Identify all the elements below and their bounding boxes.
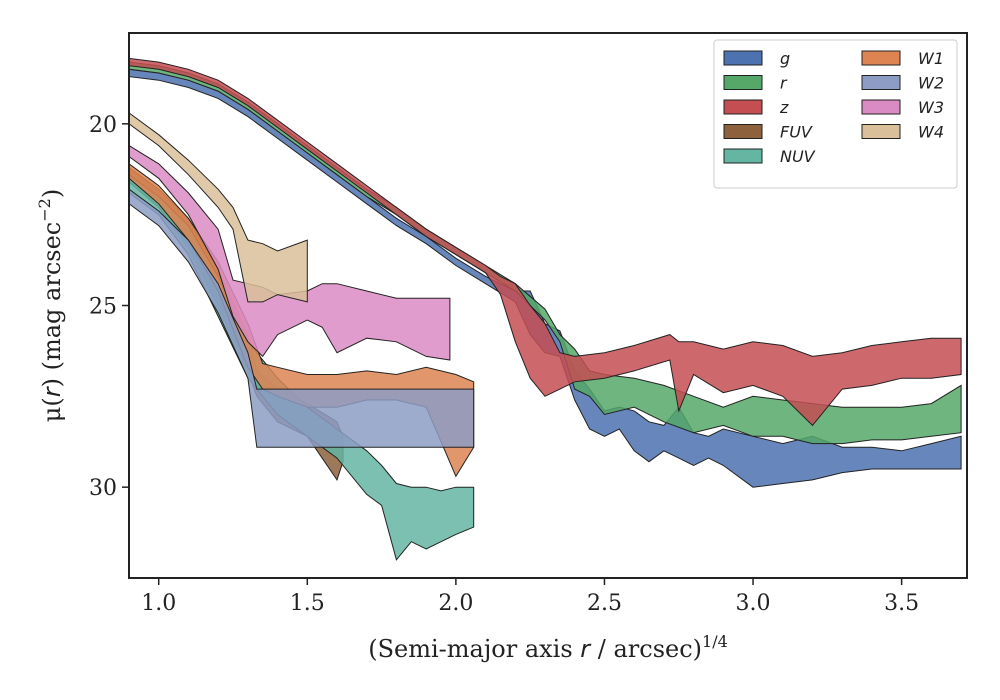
legend-label: g [780, 49, 790, 68]
band-layer [128, 57, 962, 561]
legend-label: z [779, 98, 789, 117]
x-axis-label-pre: (Semi-major axis [368, 635, 580, 663]
y-axis-label-end: ) [38, 189, 66, 198]
x-axis-label-sup: 1/4 [702, 632, 728, 651]
legend-swatch [723, 148, 763, 164]
legend-label: W3 [918, 98, 944, 117]
y-axis-label-sup: −2 [35, 198, 54, 222]
legend-label: FUV [780, 123, 813, 142]
legend-label: r [780, 74, 788, 93]
x-tick-label: 1.0 [141, 591, 176, 616]
x-axis: 1.0 1.5 2.0 2.5 3.0 3.5 [141, 578, 919, 616]
y-axis: 20 25 30 [89, 113, 129, 501]
x-tick-label: 1.5 [290, 591, 325, 616]
legend-label: W1 [918, 49, 944, 68]
legend-swatch [861, 75, 901, 90]
legend-swatch [861, 50, 901, 66]
band-z [128, 57, 962, 427]
y-axis-label: μ(r) (mag arcsec−2) [35, 189, 66, 422]
x-axis-label-post: / arcsec) [590, 635, 702, 663]
band-w2 [128, 188, 475, 448]
legend-swatch [723, 75, 763, 90]
x-tick-label: 2.5 [587, 591, 622, 616]
y-axis-label-var: r [38, 385, 66, 397]
x-tick-label: 3.5 [884, 591, 919, 616]
y-axis-label-post: ) (mag arcsec [38, 222, 66, 388]
legend-swatch [861, 99, 901, 115]
x-tick-label: 3.0 [736, 591, 771, 616]
legend-swatch [723, 50, 763, 66]
legend-swatch [723, 99, 763, 115]
y-tick-label: 25 [89, 295, 117, 320]
legend-swatch [861, 124, 901, 139]
band-w4 [128, 111, 308, 303]
legend: grz FUV NUV W1 W2 W3 W4 [713, 39, 958, 189]
legend-label: W2 [918, 74, 944, 93]
y-axis-label-pre: μ( [38, 397, 66, 422]
legend-label: NUV [780, 147, 816, 166]
band-g [128, 68, 962, 488]
x-axis-label-var: r [580, 635, 592, 663]
legend-label: W4 [918, 123, 944, 142]
legend-swatch [723, 124, 763, 139]
x-tick-label: 2.0 [438, 591, 473, 616]
y-tick-label: 30 [89, 476, 117, 501]
y-tick-label: 20 [89, 113, 117, 138]
x-axis-label: (Semi-major axis r / arcsec)1/4 [368, 632, 728, 663]
